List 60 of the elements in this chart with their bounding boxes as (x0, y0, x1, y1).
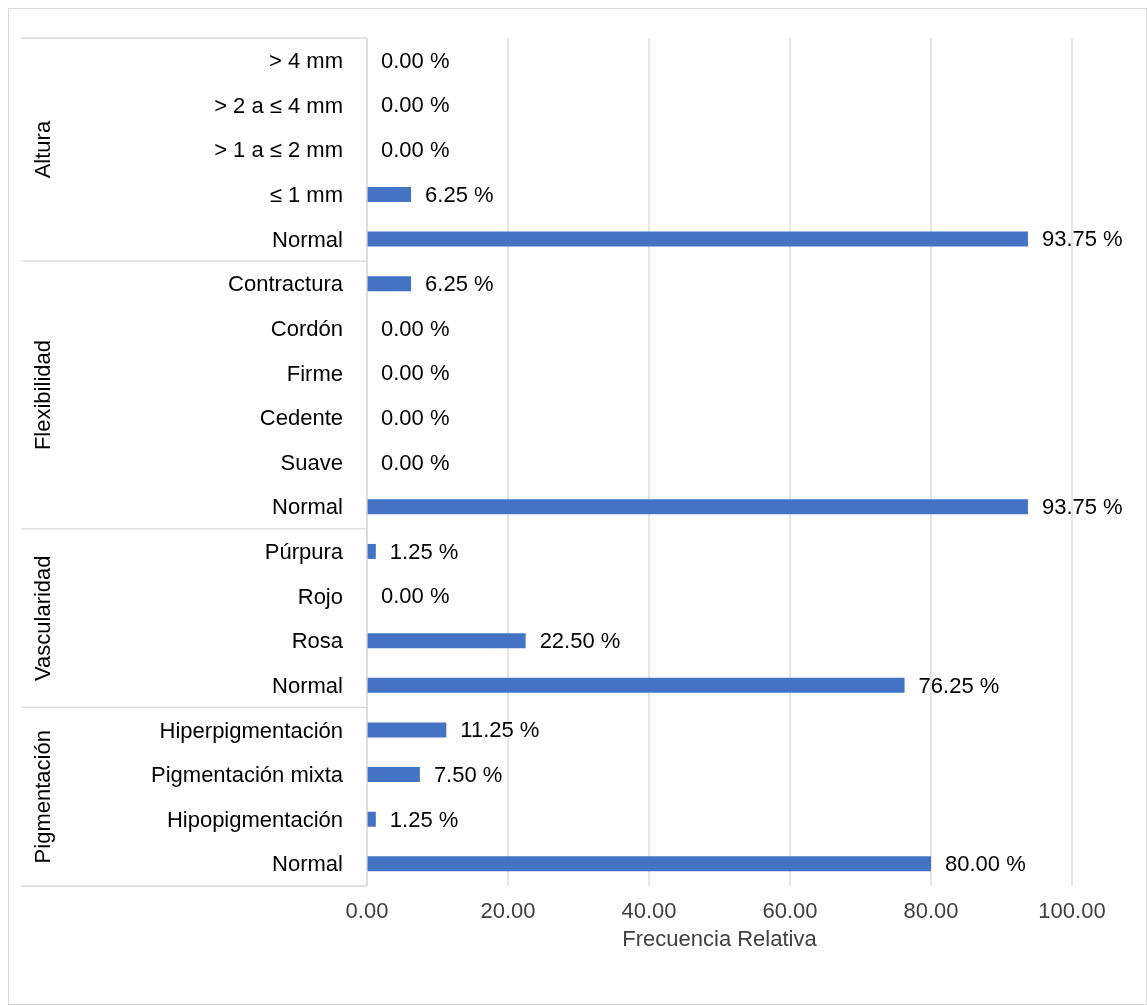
x-tick-label: 20.00 (480, 897, 536, 923)
text: Flexibilidad (30, 340, 56, 451)
bar (367, 722, 447, 738)
y-tick-label: > 2 a ≤ 4 mm (214, 92, 343, 118)
y-tick-label: Púrpura (264, 539, 344, 565)
y-tick-label: ≤ 1 mm (269, 182, 343, 208)
data-label: 7.50 % (433, 761, 503, 787)
bar (367, 186, 412, 202)
y-tick-label: Normal (272, 851, 343, 877)
y-tick-label: Rojo (297, 583, 343, 609)
bar (367, 276, 412, 292)
data-label: 0.00 % (381, 47, 450, 73)
bar (367, 543, 376, 559)
bar (367, 811, 376, 827)
y-tick-label: Suave (280, 449, 343, 475)
bar (367, 767, 420, 783)
bar (367, 856, 931, 872)
data-label: 80.00 % (945, 851, 1026, 877)
bar (367, 677, 905, 693)
y-tick-label: Cedente (259, 405, 343, 431)
y-tick-label: Normal (272, 672, 343, 698)
y-tick-label: Hiperpigmentación (159, 717, 343, 743)
data-label: 0.00 % (381, 404, 450, 430)
data-label: 0.00 % (381, 360, 450, 386)
data-label: 0.00 % (381, 315, 450, 341)
x-tick-label: 0.00 (345, 897, 389, 923)
y-tick-label: Contractura (228, 271, 344, 297)
y-tick-label: > 4 mm (269, 48, 343, 74)
bar (367, 231, 1028, 247)
y-tick-label: Pigmentación mixta (151, 762, 344, 788)
data-label: 0.00 % (381, 137, 450, 163)
data-label: 6.25 % (425, 181, 494, 207)
data-label: 93.75 % (1041, 226, 1123, 252)
data-label: 22.50 % (539, 628, 621, 654)
y-tick-label: > 1 a ≤ 2 mm (214, 137, 343, 163)
data-label: 0.00 % (381, 92, 450, 118)
data-label: 11.25 % (460, 717, 540, 743)
text: Vascularidad (30, 555, 56, 681)
data-label: 93.75 % (1041, 494, 1123, 520)
y-tick-label: Normal (272, 226, 343, 252)
bar (367, 633, 526, 649)
x-tick-label: 40.00 (621, 897, 677, 923)
y-tick-label: Cordón (270, 315, 343, 341)
x-tick-label: 100.00 (1038, 897, 1106, 923)
data-label: 1.25 % (389, 806, 459, 832)
text: Altura (30, 120, 56, 179)
x-tick-label: 60.00 (762, 897, 818, 923)
y-tick-label: Normal (272, 494, 343, 520)
y-tick-label: Rosa (291, 628, 344, 654)
x-axis-title: Frecuencia Relativa (622, 926, 818, 951)
data-label: 0.00 % (381, 449, 450, 475)
data-label: 0.00 % (381, 583, 450, 609)
data-label: 76.25 % (918, 672, 1000, 698)
text: Pigmentación (30, 730, 56, 864)
data-label: 6.25 % (425, 270, 494, 296)
x-tick-label: 80.00 (903, 897, 959, 923)
y-tick-label: Hipopigmentación (166, 806, 343, 832)
y-tick-label: Firme (286, 360, 343, 386)
bar (367, 499, 1028, 515)
data-label: 1.25 % (389, 538, 459, 564)
